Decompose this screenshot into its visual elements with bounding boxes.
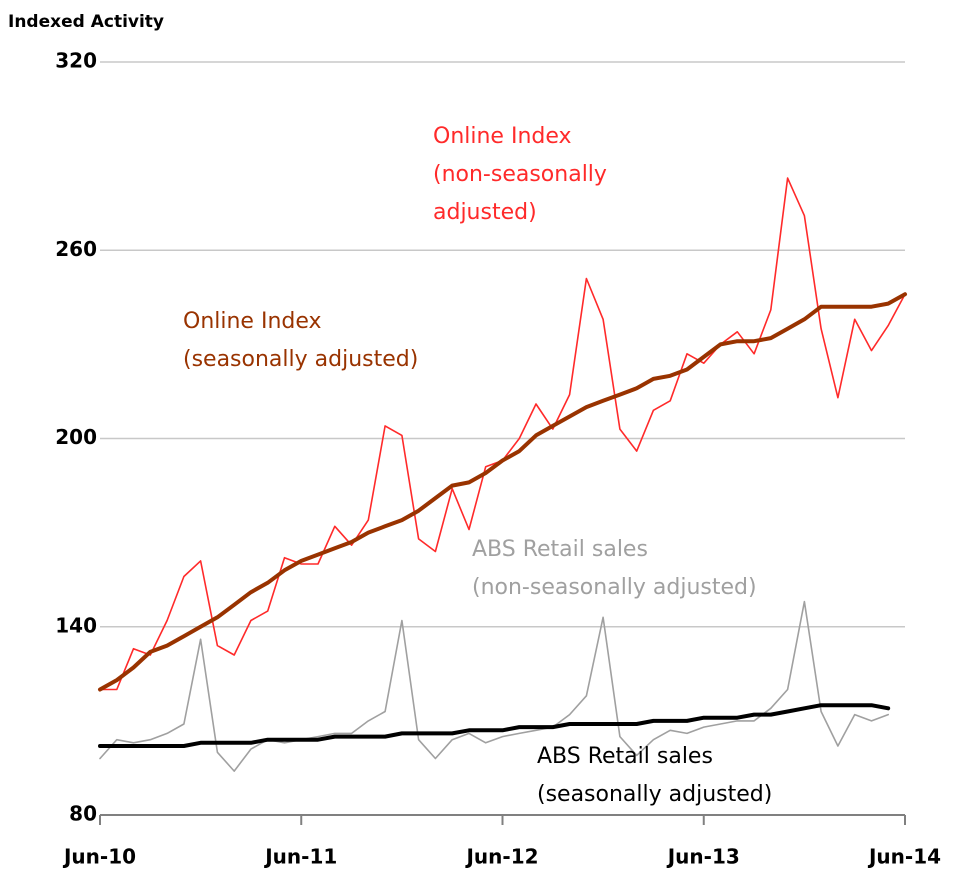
annotation: ABS Retail sales [537,744,713,769]
annotation: ABS Retail sales [472,537,648,562]
y-tick-label: 80 [69,802,97,826]
series-line [99,600,889,772]
series-line [98,703,891,748]
chart-title: Indexed Activity [8,12,164,32]
y-tick-label: 140 [55,613,97,637]
x-tick-label: Jun-12 [464,845,538,869]
x-tick-label: Jun-11 [263,845,337,869]
annotation: (seasonally adjusted) [183,347,418,372]
annotation: (non-seasonally [433,162,607,187]
annotation: adjusted) [433,200,537,225]
annotation: Online Index [433,124,572,149]
y-tick-label: 320 [55,49,97,73]
y-tick-label: 260 [55,237,97,261]
x-tick-label: Jun-14 [867,845,941,869]
x-tick-label: Jun-10 [62,845,136,869]
x-tick-label: Jun-13 [666,845,740,869]
series-line [98,292,907,692]
y-tick-label: 200 [55,425,97,449]
annotation: (non-seasonally adjusted) [472,575,757,600]
annotation: (seasonally adjusted) [537,782,772,807]
annotation: Online Index [183,309,322,334]
